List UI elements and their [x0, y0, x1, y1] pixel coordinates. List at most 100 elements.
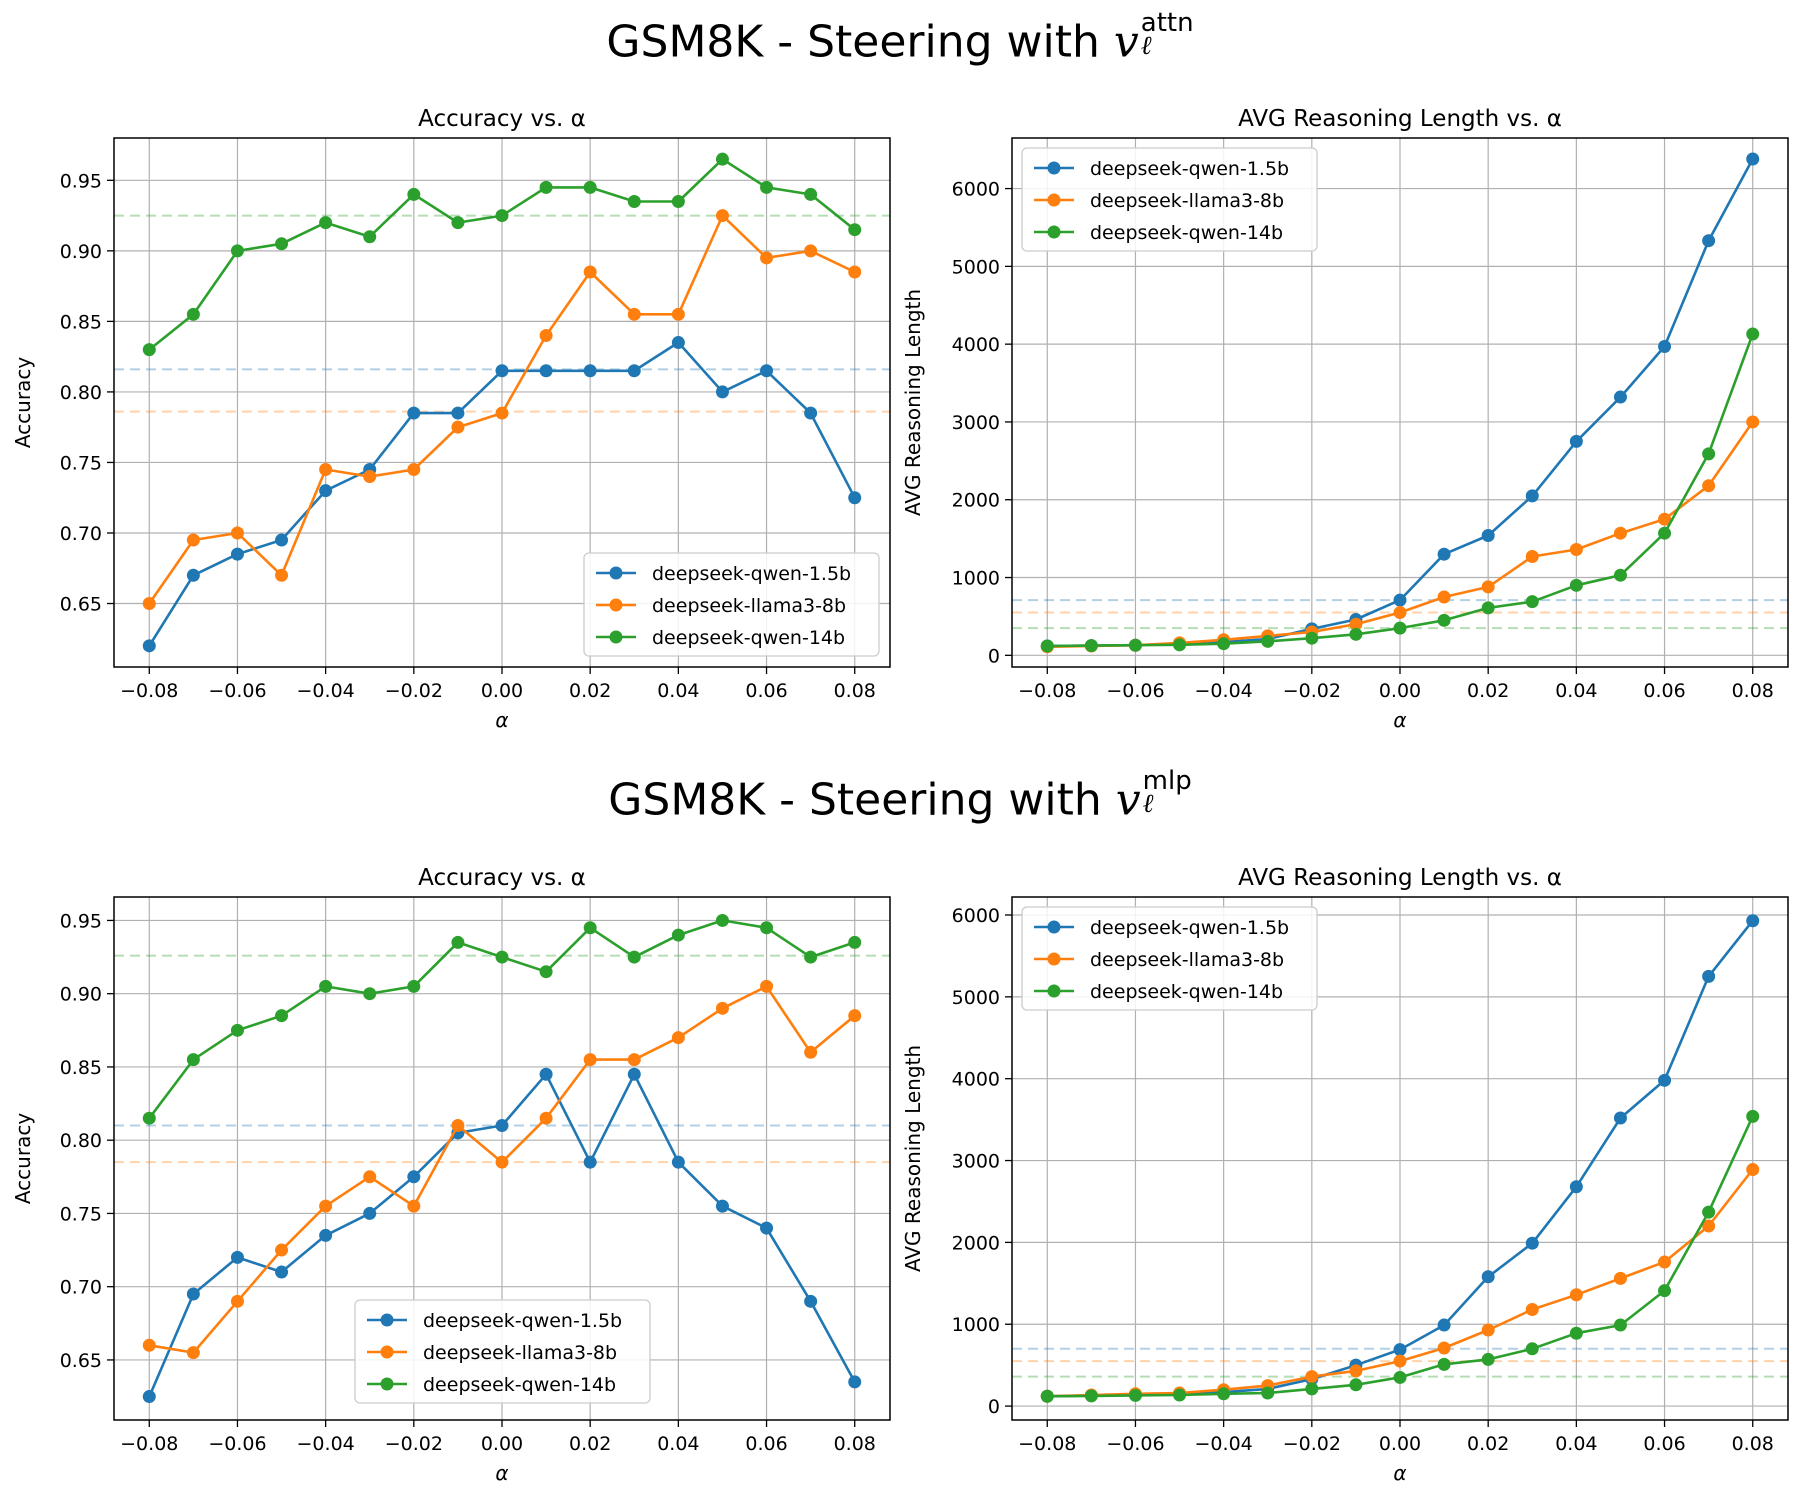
data-point — [1437, 613, 1451, 627]
x-tick-label: −0.08 — [1018, 1433, 1076, 1455]
data-point — [1173, 638, 1187, 652]
x-tick-label: 0.02 — [1467, 1433, 1509, 1455]
x-tick-label: −0.08 — [1018, 680, 1076, 702]
data-point — [760, 979, 774, 993]
data-point — [230, 1023, 244, 1037]
x-tick-label: 0.02 — [1467, 680, 1509, 702]
data-point — [1305, 1370, 1319, 1384]
legend-label: deepseek-llama3-8b — [423, 1342, 617, 1364]
data-point — [583, 1155, 597, 1169]
data-point — [363, 230, 377, 244]
data-point — [1305, 1382, 1319, 1396]
data-point — [142, 1338, 156, 1352]
data-point — [186, 307, 200, 321]
x-tick-label: −0.06 — [1106, 680, 1164, 702]
data-point — [671, 194, 685, 208]
data-point — [1481, 580, 1495, 594]
x-tick-label: 0.08 — [834, 1433, 876, 1455]
legend-label: deepseek-qwen-1.5b — [652, 563, 851, 585]
data-point — [1702, 1219, 1716, 1233]
legend-marker — [1047, 225, 1061, 239]
data-point — [1746, 1109, 1760, 1123]
data-point — [1569, 1326, 1583, 1340]
data-point — [539, 1111, 553, 1125]
data-point — [1613, 390, 1627, 404]
data-point — [186, 533, 200, 547]
y-tick-label: 0.75 — [60, 452, 102, 474]
y-tick-label: 0 — [988, 1396, 1000, 1418]
legend-marker — [1047, 920, 1061, 934]
data-point — [671, 928, 685, 942]
data-point — [1481, 529, 1495, 543]
data-point — [583, 180, 597, 194]
data-point — [495, 950, 509, 964]
data-point — [319, 463, 333, 477]
data-point — [539, 180, 553, 194]
x-tick-label: 0.08 — [834, 680, 876, 702]
data-point — [319, 1228, 333, 1242]
data-point — [1128, 638, 1142, 652]
data-point — [583, 921, 597, 935]
data-point — [319, 979, 333, 993]
y-tick-label: 1000 — [952, 568, 1000, 590]
y-tick-label: 1000 — [952, 1314, 1000, 1336]
data-point — [1481, 1323, 1495, 1337]
data-point — [1040, 1389, 1054, 1403]
y-axis-label: Accuracy — [11, 1113, 35, 1204]
y-tick-label: 2000 — [952, 1232, 1000, 1254]
legend-marker — [1047, 161, 1061, 175]
data-point — [627, 364, 641, 378]
y-axis-label: AVG Reasoning Length — [901, 1045, 925, 1272]
x-tick-label: −0.04 — [1195, 1433, 1253, 1455]
x-tick-label: 0.08 — [1732, 680, 1774, 702]
data-point — [319, 484, 333, 498]
data-point — [1481, 1352, 1495, 1366]
y-tick-label: 3000 — [952, 1151, 1000, 1173]
data-point — [1525, 550, 1539, 564]
data-point — [319, 216, 333, 230]
x-tick-label: 0.04 — [1555, 680, 1597, 702]
data-point — [627, 1053, 641, 1067]
data-point — [848, 223, 862, 237]
x-axis-label: α — [1393, 1461, 1406, 1485]
data-point — [451, 935, 465, 949]
data-point — [583, 1053, 597, 1067]
data-point — [1525, 595, 1539, 609]
data-point — [407, 1199, 421, 1213]
data-point — [1393, 593, 1407, 607]
data-point — [539, 965, 553, 979]
y-tick-label: 0.80 — [60, 382, 102, 404]
data-point — [1349, 1378, 1363, 1392]
data-point — [1437, 1318, 1451, 1332]
data-point — [186, 1346, 200, 1360]
data-point — [1613, 1271, 1627, 1285]
data-point — [363, 1206, 377, 1220]
x-tick-label: 0.00 — [1379, 1433, 1421, 1455]
data-point — [186, 1287, 200, 1301]
legend-label: deepseek-llama3-8b — [1090, 949, 1284, 971]
x-axis-label: α — [1393, 708, 1406, 732]
data-point — [627, 950, 641, 964]
legend-marker — [609, 630, 623, 644]
legend-label: deepseek-qwen-14b — [652, 627, 845, 649]
data-point — [715, 1001, 729, 1015]
y-tick-label: 0.90 — [60, 984, 102, 1006]
y-tick-label: 0.90 — [60, 241, 102, 263]
data-point — [583, 265, 597, 279]
data-point — [1305, 631, 1319, 645]
data-point — [1217, 637, 1231, 651]
legend-marker — [380, 1313, 394, 1327]
data-point — [1261, 1386, 1275, 1400]
figure-title-attn: GSM8K - Steering with v attn ℓ — [606, 8, 1194, 68]
data-point — [848, 265, 862, 279]
data-point — [1658, 512, 1672, 526]
data-point — [1569, 1180, 1583, 1194]
axes-title: Accuracy vs. α — [418, 106, 586, 132]
data-point — [1702, 479, 1716, 493]
x-tick-label: 0.04 — [657, 680, 699, 702]
data-point — [1393, 621, 1407, 635]
title-superscript: mlp — [1142, 766, 1192, 796]
legend-marker — [1047, 952, 1061, 966]
data-point — [1349, 617, 1363, 631]
data-point — [1658, 1073, 1672, 1087]
